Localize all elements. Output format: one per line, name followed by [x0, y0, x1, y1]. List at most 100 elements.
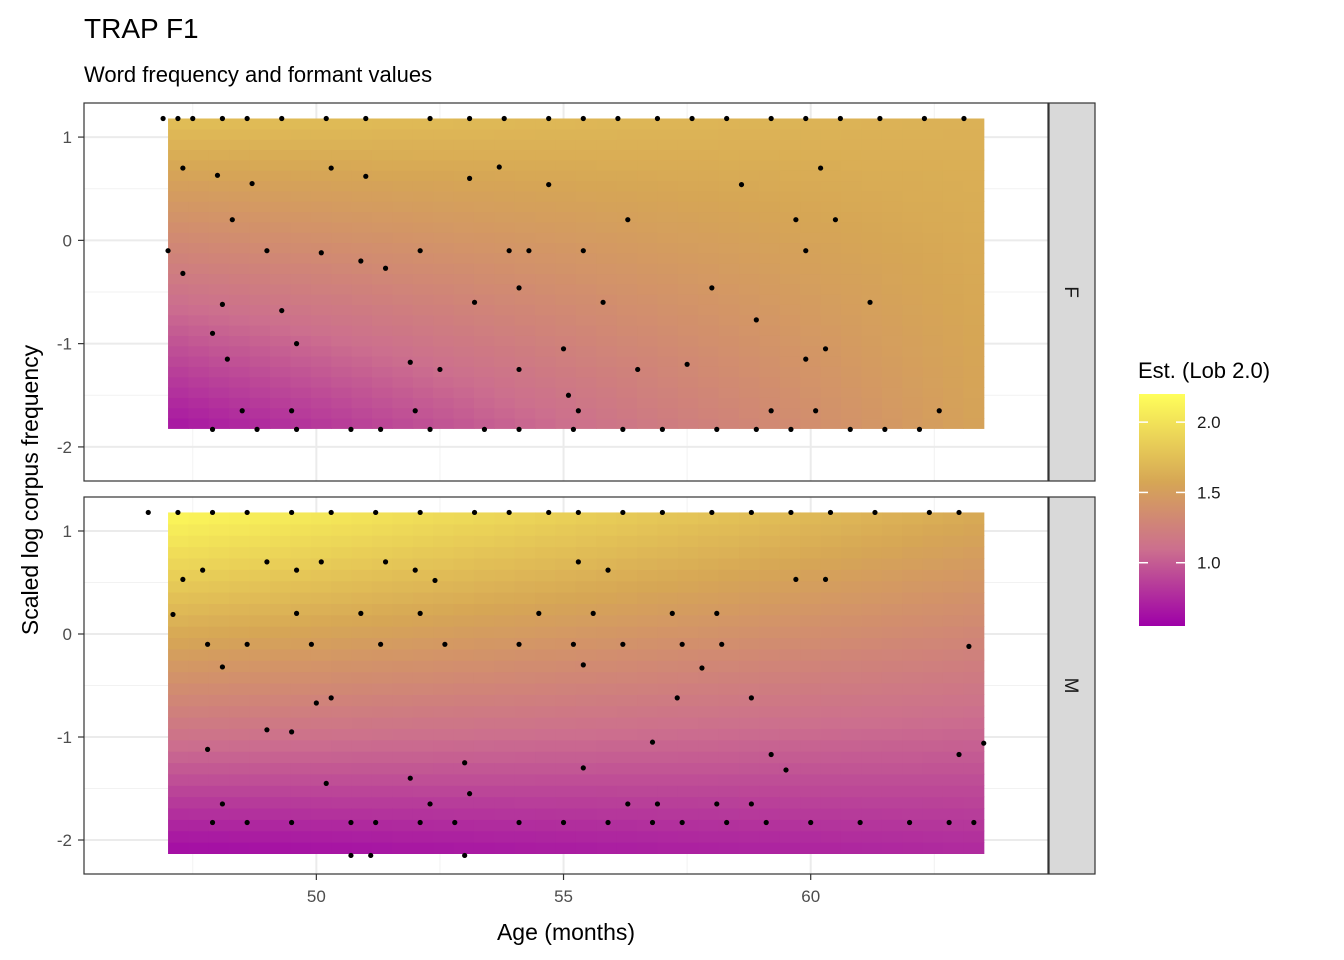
heat-tile	[637, 614, 659, 627]
heat-tile	[188, 139, 210, 151]
heat-tile	[677, 762, 699, 775]
heat-tile	[779, 283, 801, 295]
heat-tile	[473, 512, 495, 525]
heat-tile	[616, 785, 638, 798]
heat-tile	[800, 546, 822, 559]
heat-tile	[229, 294, 251, 305]
heat-tile	[779, 762, 801, 775]
heat-tile	[208, 682, 230, 695]
heat-tile	[596, 242, 618, 254]
data-point	[373, 819, 379, 826]
heat-tile	[922, 751, 944, 764]
heat-tile	[270, 397, 291, 409]
data-point	[813, 408, 819, 414]
heat-tile	[637, 211, 659, 223]
heat-tile	[188, 660, 210, 673]
heat-tile	[820, 335, 842, 347]
heat-tile	[779, 345, 801, 357]
heat-tile	[168, 345, 190, 357]
heat-tile	[229, 830, 251, 843]
heat-tile	[310, 283, 332, 295]
heat-tile	[861, 366, 883, 378]
heat-tile	[270, 221, 291, 233]
heat-tile	[392, 128, 414, 140]
heat-tile	[433, 751, 455, 764]
heat-tile	[270, 335, 291, 347]
data-point	[516, 285, 522, 291]
heat-tile	[861, 819, 883, 832]
heat-tile	[351, 773, 373, 786]
heat-tile	[840, 314, 862, 326]
heat-tile	[698, 376, 720, 388]
heat-tile	[881, 273, 903, 285]
heat-tile	[677, 717, 699, 729]
heat-tile	[208, 626, 230, 639]
heat-tile	[290, 252, 312, 264]
heat-tile	[800, 569, 822, 582]
heat-tile	[963, 523, 985, 536]
heat-tile	[473, 557, 495, 570]
heat-tile	[310, 682, 332, 695]
heat-tile	[637, 387, 659, 398]
heat-tile	[779, 796, 801, 809]
heat-tile	[453, 660, 475, 673]
heat-tile	[371, 592, 393, 604]
heat-tile	[820, 580, 842, 593]
heat-tile	[290, 807, 312, 820]
heat-tile	[596, 252, 618, 264]
heat-tile	[840, 263, 862, 275]
heat-tile	[820, 180, 842, 192]
heat-tile	[188, 221, 210, 233]
heat-tile	[535, 376, 557, 388]
data-point	[462, 760, 468, 766]
heat-tile	[412, 314, 434, 326]
heat-tile	[820, 819, 842, 832]
heat-tile	[208, 819, 230, 832]
heat-tile	[249, 728, 271, 741]
heat-tile	[249, 211, 271, 223]
heat-tile	[494, 614, 516, 627]
heat-tile	[759, 304, 781, 316]
heat-tile	[412, 626, 434, 639]
heat-tile	[718, 128, 740, 140]
heat-tile	[371, 128, 393, 140]
heat-tile	[249, 387, 271, 398]
heat-tile	[433, 819, 455, 832]
heat-tile	[229, 557, 251, 570]
heat-tile	[800, 118, 822, 130]
heat-tile	[270, 626, 291, 639]
heat-tile	[494, 345, 516, 357]
heat-tile	[208, 569, 230, 582]
heat-tile	[351, 149, 373, 161]
heat-tile	[249, 512, 271, 525]
heat-tile	[412, 118, 434, 130]
heat-tile	[535, 546, 557, 559]
heat-tile	[942, 314, 964, 326]
heat-tile	[473, 751, 495, 764]
heat-tile	[371, 325, 393, 336]
heat-tile	[351, 717, 373, 729]
heat-tile	[800, 294, 822, 305]
heat-tile	[310, 660, 332, 673]
heat-tile	[555, 159, 577, 171]
heat-tile	[412, 739, 434, 752]
heat-tile	[168, 221, 190, 233]
heat-tile	[392, 728, 414, 741]
heat-tile	[881, 356, 903, 367]
heat-tile	[677, 201, 699, 213]
heat-tile	[616, 418, 638, 429]
heat-tile	[229, 345, 251, 357]
heat-tile	[759, 180, 781, 192]
data-point	[471, 299, 478, 305]
data-point	[516, 366, 522, 373]
heat-tile	[331, 356, 353, 367]
data-point	[481, 426, 488, 432]
heat-tile	[188, 201, 210, 213]
heat-tile	[473, 842, 495, 854]
heat-tile	[412, 283, 434, 295]
heat-tile	[494, 660, 516, 673]
heat-tile	[575, 128, 597, 140]
data-point	[803, 115, 809, 122]
heat-tile	[902, 512, 924, 525]
data-point	[654, 115, 661, 122]
